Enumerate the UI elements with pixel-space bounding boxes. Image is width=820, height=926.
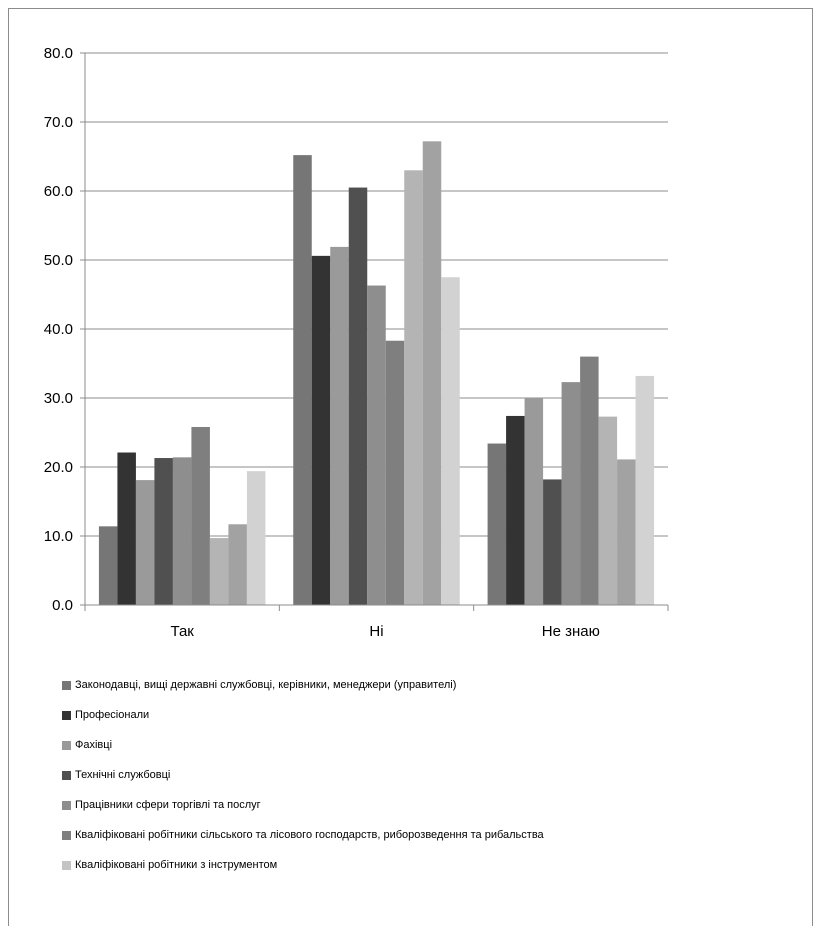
y-tick-label: 10.0 — [44, 528, 73, 545]
legend-swatch — [62, 770, 71, 780]
bar — [635, 375, 655, 605]
bar — [441, 277, 460, 605]
bar — [191, 426, 210, 605]
bar — [209, 538, 229, 605]
bar — [487, 443, 507, 605]
bar — [98, 526, 118, 605]
axes — [84, 53, 669, 611]
legend-item: Працівники сфери торгівлі та послуг — [62, 790, 544, 820]
bar — [524, 398, 544, 605]
bar — [617, 459, 636, 605]
legend-swatch — [62, 740, 71, 750]
bar — [598, 416, 618, 605]
bar — [135, 480, 155, 605]
y-tick-label: 80.0 — [44, 45, 73, 62]
legend-label: Кваліфіковані робітники сільського та лі… — [75, 829, 544, 841]
legend-swatch — [62, 860, 71, 870]
legend-item: Фахівці — [62, 730, 544, 760]
y-tick-label: 40.0 — [44, 321, 73, 338]
bar — [293, 155, 312, 605]
bar — [117, 452, 136, 605]
bar — [580, 356, 599, 605]
bar — [367, 285, 386, 605]
legend-swatch — [62, 680, 71, 690]
bar — [385, 340, 405, 605]
bar — [422, 141, 442, 605]
y-tick-label: 70.0 — [44, 114, 73, 131]
chart-frame — [8, 8, 813, 926]
legend-swatch — [62, 800, 71, 810]
bar — [561, 382, 581, 605]
legend: Законодавці, вищі державні службовці, ке… — [62, 670, 544, 880]
y-tick-label: 0.0 — [52, 597, 73, 614]
legend-label: Фахівці — [75, 739, 113, 751]
bar — [506, 415, 525, 605]
legend-swatch — [62, 830, 71, 840]
y-tick-label: 50.0 — [44, 252, 73, 269]
legend-swatch — [62, 710, 71, 720]
x-tick-label: Ні — [369, 623, 383, 640]
legend-item: Законодавці, вищі державні службовці, ке… — [62, 670, 544, 700]
x-axis-tick-labels: Так Ні Не знаю — [170, 623, 599, 640]
bar — [154, 458, 173, 605]
x-tick-label: Не знаю — [542, 623, 600, 640]
legend-item: Кваліфіковані робітники з інструментом — [62, 850, 544, 880]
y-tick-label: 60.0 — [44, 183, 73, 200]
y-tick-label: 20.0 — [44, 459, 73, 476]
bar — [228, 524, 247, 605]
bar — [172, 457, 192, 605]
bar — [404, 170, 423, 606]
legend-label: Професіонали — [75, 709, 150, 721]
legend-label: Законодавці, вищі державні службовці, ке… — [75, 679, 457, 691]
legend-label: Кваліфіковані робітники з інструментом — [75, 859, 278, 871]
bar — [330, 246, 349, 605]
legend-item: Технічні службовці — [62, 760, 544, 790]
bar — [246, 471, 266, 605]
bar — [543, 479, 562, 605]
y-tick-label: 30.0 — [44, 390, 73, 407]
y-axis-tick-labels: 0.0 10.0 20.0 30.0 40.0 50.0 60.0 70.0 80.0 — [44, 45, 85, 614]
legend-label: Технічні службовці — [75, 769, 171, 781]
legend-item: Професіонали — [62, 700, 544, 730]
bar — [311, 255, 331, 606]
legend-label: Працівники сфери торгівлі та послуг — [75, 799, 261, 811]
bars — [98, 141, 655, 606]
bar-chart: 0.0 10.0 20.0 30.0 40.0 50.0 60.0 70.0 80.0 Так Н… — [44, 45, 669, 640]
legend-item: Кваліфіковані робітники сільського та лі… — [62, 820, 544, 850]
x-tick-label: Так — [170, 623, 194, 640]
bar — [348, 187, 368, 606]
